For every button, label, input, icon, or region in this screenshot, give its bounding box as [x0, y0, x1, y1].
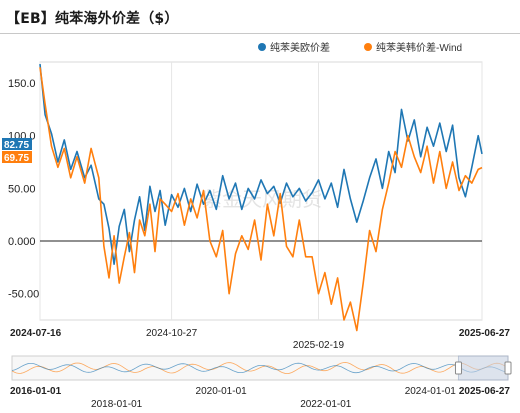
navigator-label-5: 2024-01-01 [405, 386, 457, 397]
current-value-label-1: 82.75 [4, 140, 29, 151]
navigator-label-4: 2022-01-01 [300, 399, 352, 410]
series-layer [39, 64, 483, 332]
navigator-label-3: 2020-01-01 [196, 386, 248, 397]
chart-title: 【EB】纯苯海外价差（$） [6, 11, 179, 27]
y-tick-label-3: 50.00 [8, 183, 36, 195]
legend-label-2: 纯苯美韩价差-Wind [376, 41, 462, 54]
y-tick-label-5: -50.00 [8, 289, 39, 301]
current-value-flag-1 [2, 138, 32, 150]
legend-item-2[interactable]: 纯苯美韩价差-Wind [364, 41, 462, 54]
x-tick-label-3: 2025-02-19 [293, 340, 345, 351]
title-divider [0, 33, 520, 34]
y-tick-label-4: 0.000 [8, 236, 36, 248]
current-value-flags: 82.75 69.75 [2, 138, 32, 164]
navigator-handle-right[interactable] [504, 361, 512, 375]
current-value-flag-2 [2, 151, 32, 163]
series-line-2 [39, 67, 483, 332]
legend-marker-1 [258, 43, 266, 51]
navigator-overview-line-1 [11, 362, 509, 374]
x-tick-label-1: 2024-07-16 [10, 328, 62, 339]
range-navigator[interactable]: 2016-01-01 2018-01-01 2020-01-01 2022-01-01… [10, 355, 512, 410]
x-tick-label-4: 2025-06-27 [459, 328, 511, 339]
legend-marker-2 [364, 43, 372, 51]
navigator-handle-left[interactable] [454, 361, 462, 375]
navigator-label-2: 2018-01-01 [91, 399, 143, 410]
navigator-label-1: 2016-01-01 [10, 386, 62, 397]
navigator-window [457, 355, 509, 381]
x-tick-label-2: 2024-10-27 [146, 328, 198, 339]
legend-item-1[interactable]: 纯苯美欧价差 [258, 41, 330, 54]
x-axis: 2024-07-16 2024-10-27 2025-02-19 2025-06-27 [10, 328, 510, 351]
y-tick-label-1: 150.0 [8, 78, 36, 90]
legend-label-1: 纯苯美欧价差 [270, 41, 330, 54]
series-line-1 [39, 64, 483, 265]
plot-grid [39, 61, 483, 321]
current-value-label-2: 69.75 [4, 153, 29, 164]
navigator-label-6: 2025-06-27 [459, 386, 511, 397]
legend[interactable]: 纯苯美欧价差 纯苯美韩价差-Wind [258, 41, 462, 54]
